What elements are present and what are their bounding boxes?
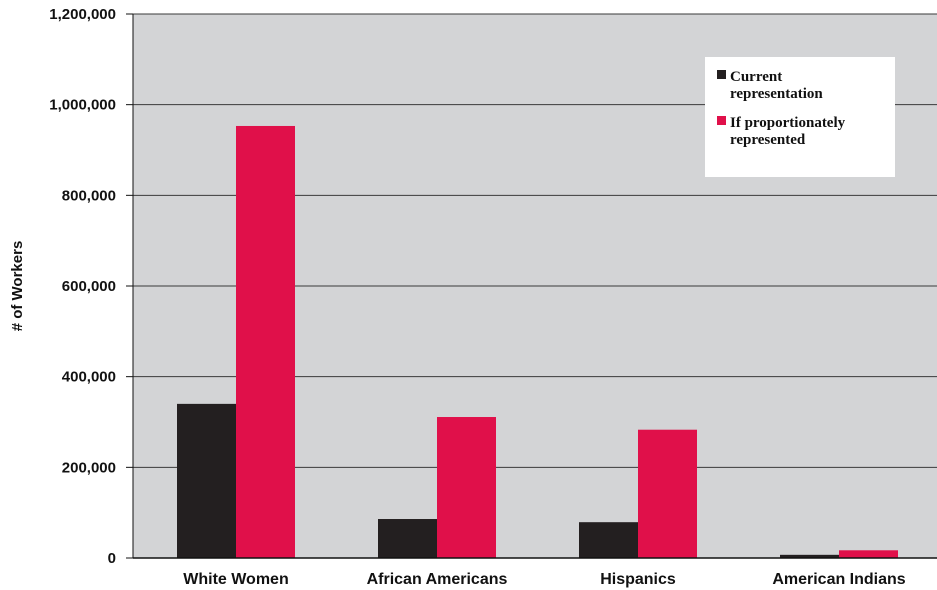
- legend-swatch: [717, 116, 726, 125]
- y-axis-ticks: 0 200,000 400,000 600,000 800,000 1,000,000 1,…: [49, 6, 134, 567]
- bar-current-3: [780, 554, 839, 558]
- y-tick-label: 600,000: [62, 278, 116, 295]
- bars: [177, 125, 898, 559]
- y-tick-label: 1,200,000: [49, 6, 116, 23]
- legend-swatch: [717, 70, 726, 79]
- legend-label: If proportionately represented: [730, 115, 846, 148]
- y-tick-label: 0: [108, 550, 116, 567]
- x-category-label: American Indians: [772, 571, 905, 588]
- bar-proportional-1: [437, 417, 496, 558]
- y-tick-label: 400,000: [62, 369, 116, 386]
- bar-proportional-3: [839, 550, 898, 558]
- bar-current-2: [579, 522, 638, 558]
- y-tick-label: 200,000: [62, 459, 116, 476]
- legend-box: [705, 57, 895, 177]
- x-category-label: Hispanics: [600, 571, 676, 588]
- bar-current-1: [378, 519, 437, 558]
- y-axis-title: # of Workers: [9, 241, 26, 332]
- y-tick-label: 1,000,000: [49, 97, 116, 114]
- x-category-label: African Americans: [367, 571, 508, 588]
- y-tick-label: 800,000: [62, 187, 116, 204]
- bar-proportional-0: [236, 125, 295, 559]
- legend: Current representation If proportionately r…: [705, 57, 895, 177]
- x-category-label: White Women: [183, 571, 288, 588]
- bar-current-0: [177, 403, 236, 558]
- bar-proportional-2: [638, 429, 697, 558]
- legend-label: Current representation: [730, 69, 823, 102]
- x-axis-labels: White Women African Americans Hispanics Ame…: [183, 571, 906, 588]
